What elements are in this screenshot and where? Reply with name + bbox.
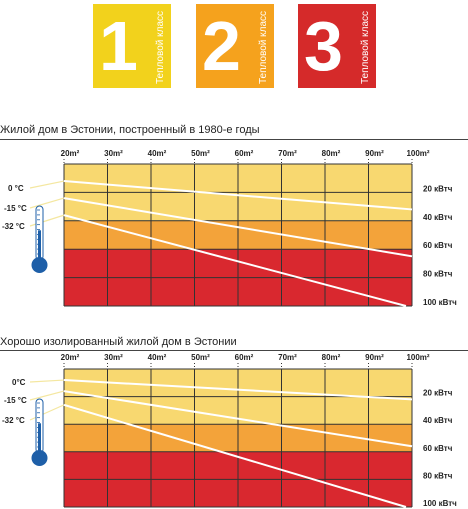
area-label: 50m²: [191, 149, 210, 158]
heat-level-label: 100 кВтч: [423, 499, 457, 508]
thermometer-icon: [31, 398, 48, 466]
area-label: 60m²: [235, 353, 254, 362]
thermometer-bulb: [31, 450, 48, 466]
heat-class-label: Тепловой класс: [155, 10, 166, 84]
area-label: 80m²: [322, 149, 341, 158]
temperature-leader-line: [29, 214, 65, 227]
heat-class-number: 3: [304, 7, 343, 85]
heat-level-label: 40 кВтч: [423, 213, 453, 222]
heat-level-label: 80 кВтч: [423, 471, 453, 480]
temperature-label: -15 °C: [4, 396, 27, 405]
area-label: 70m²: [278, 353, 297, 362]
temperature-leader-line: [29, 390, 65, 401]
heat-level-label: 20 кВтч: [423, 389, 453, 398]
heat-class-3-badge: 3 Тепловой класс: [298, 4, 376, 88]
area-label: 60m²: [235, 149, 254, 158]
area-label: 20m²: [61, 353, 80, 362]
heat-level-label: 80 кВтч: [423, 270, 453, 279]
chart-1-title: Жилой дом в Эстонии, построенный в 1980-…: [0, 124, 260, 136]
temperature-label: -15 °C: [4, 204, 27, 213]
area-label: 70m²: [278, 149, 297, 158]
chart-2-title: Хорошо изолированный жилой дом в Эстонии: [0, 336, 237, 348]
area-label: 90m²: [365, 149, 384, 158]
temperature-label: -32 °C: [2, 416, 25, 425]
thermometer-mercury: [38, 230, 41, 260]
heat-level-label: 40 кВтч: [423, 416, 453, 425]
temperature-leader-line: [29, 404, 65, 421]
heat-class-label: Тепловой класс: [360, 10, 371, 84]
consumption-line: [63, 214, 407, 307]
heat-class-number: 2: [202, 7, 241, 85]
temperature-label: 0°C: [12, 378, 26, 387]
heat-class-1-badge: 1 Тепловой класс: [93, 4, 171, 88]
area-label: 90m²: [365, 353, 384, 362]
heat-class-2-badge: 2 Тепловой класс: [196, 4, 274, 88]
temperature-label: 0 °C: [8, 184, 24, 193]
consumption-line: [63, 197, 413, 258]
thermometer-mercury: [38, 423, 41, 453]
area-label: 40m²: [148, 353, 167, 362]
consumption-line: [63, 403, 407, 508]
consumption-line: [63, 379, 413, 401]
heat-level-label: 100 кВтч: [423, 298, 457, 307]
thermometer-icon: [31, 205, 48, 273]
area-label: 50m²: [191, 353, 210, 362]
area-label: 20m²: [61, 149, 80, 158]
area-label: 80m²: [322, 353, 341, 362]
heat-level-label: 60 кВтч: [423, 241, 453, 250]
temperature-label: -32 °C: [2, 222, 25, 231]
heat-level-label: 60 кВтч: [423, 444, 453, 453]
area-label: 30m²: [104, 353, 123, 362]
heat-level-label: 20 кВтч: [423, 184, 453, 193]
consumption-line: [63, 180, 413, 211]
consumption-line: [63, 390, 413, 448]
thermometer-bulb: [31, 257, 48, 273]
temperature-leader-line: [29, 180, 65, 189]
heat-chart-1980s: 20m² 30m² 40m² 50m² 60m² 70m² 80m² 90m² 100m² 20 …: [2, 149, 457, 307]
temperature-leader-line: [29, 197, 65, 209]
area-label: 100m²: [406, 149, 429, 158]
area-label: 40m²: [148, 149, 167, 158]
section-divider: [0, 350, 468, 351]
heat-chart-insulated: 20m² 30m² 40m² 50m² 60m² 70m² 80m² 90m² 100m² 20 …: [2, 353, 457, 508]
heat-class-label: Тепловой класс: [258, 10, 269, 84]
section-divider: [0, 139, 468, 140]
heat-class-number: 1: [99, 7, 138, 85]
temperature-leader-line: [29, 379, 65, 383]
area-label: 30m²: [104, 149, 123, 158]
area-label: 100m²: [406, 353, 429, 362]
